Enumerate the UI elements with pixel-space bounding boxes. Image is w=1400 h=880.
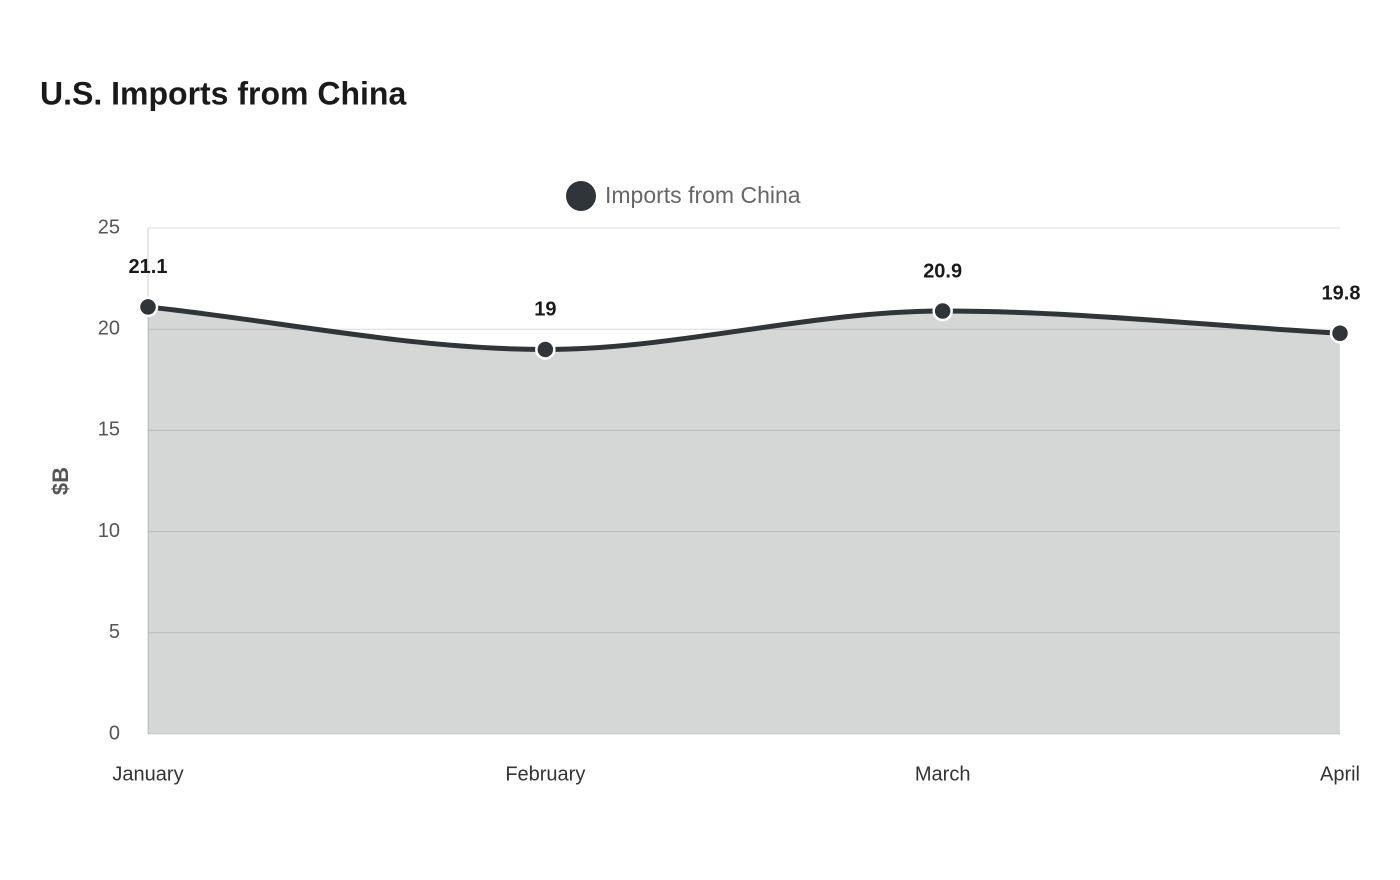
x-tick-label: April [1320,763,1360,785]
x-tick-label: March [915,763,971,785]
x-tick-label: February [505,763,585,785]
legend-marker [566,181,596,211]
y-tick-label: 0 [109,722,120,744]
data-label: 21.1 [129,256,168,278]
y-tick-label: 10 [98,520,120,542]
data-label: 20.9 [923,260,962,282]
point [137,296,159,318]
y-axis-label: $B [48,467,73,495]
area-fill [148,306,1340,734]
y-tick-label: 20 [98,317,120,339]
data-label: 19 [534,299,556,321]
x-tick-label: January [112,763,183,785]
chart-title: U.S. Imports from China [40,75,406,111]
legend-label: Imports from China [605,182,801,208]
y-tick-label: 5 [109,621,120,643]
line [147,304,1341,352]
point [1329,322,1351,344]
point [932,300,953,322]
point [535,339,556,360]
y-tick-label: 25 [98,216,120,238]
data-label: 19.8 [1322,283,1361,305]
y-tick-label: 15 [98,419,120,441]
